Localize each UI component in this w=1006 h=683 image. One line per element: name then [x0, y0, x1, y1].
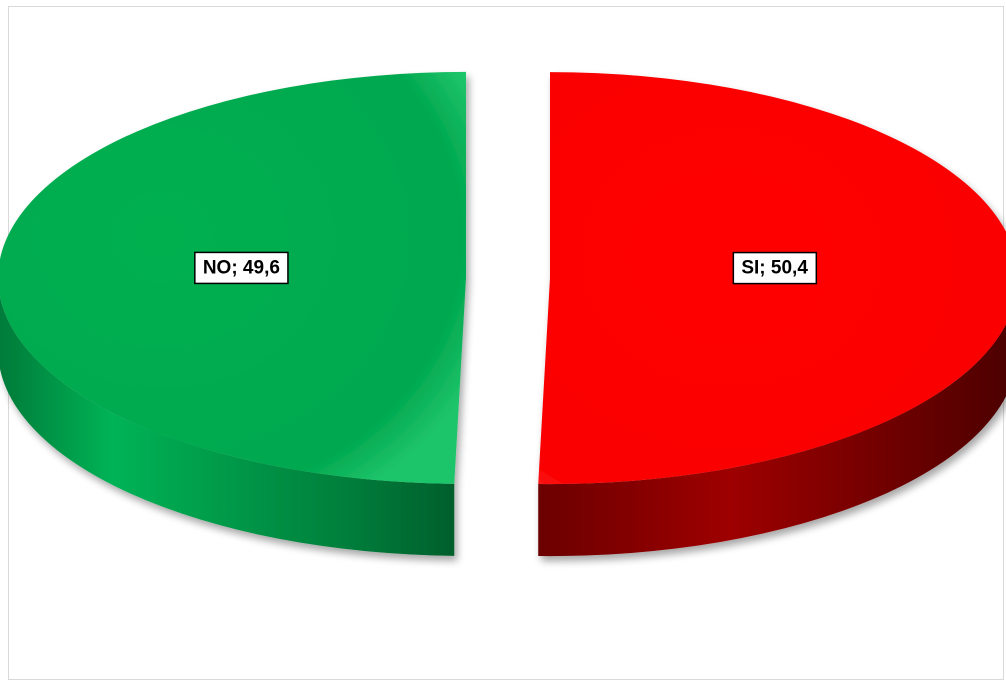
data-label-text: NO; 49,6 [203, 257, 280, 278]
pie-slice-si [538, 72, 1006, 557]
data-label-box [194, 251, 289, 285]
data-label-si: SI; 50,4 [732, 251, 818, 285]
pie-slice-no [0, 71, 467, 556]
pie-slice-no-side [0, 296, 455, 556]
data-label-text: SI; 50,4 [741, 258, 808, 279]
data-label-box [732, 251, 818, 285]
data-label-no: NO; 49,6 [194, 251, 289, 285]
pie-slice-si-side [538, 324, 1006, 557]
